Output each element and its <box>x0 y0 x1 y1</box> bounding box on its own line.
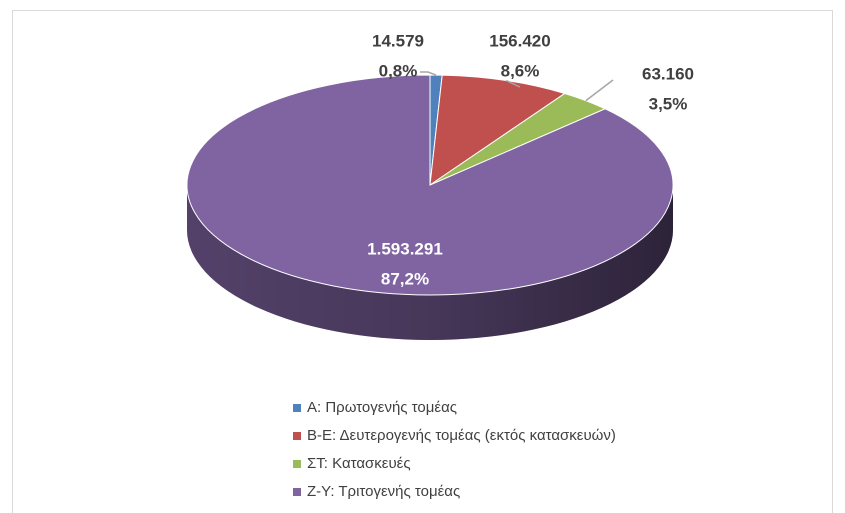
value-label: 63.160 <box>642 64 694 83</box>
percentage-label: 8,6% <box>501 61 540 80</box>
percentage-label: 87,2% <box>381 269 429 288</box>
leader-line <box>420 71 437 76</box>
leader-line <box>585 79 614 102</box>
legend-swatch <box>293 460 301 468</box>
legend-swatch <box>293 488 301 496</box>
legend-label: Α: Πρωτογενής τομέας <box>307 399 457 416</box>
value-label: 1.593.291 <box>367 239 443 258</box>
pie-slice <box>186 74 674 296</box>
value-label: 156.420 <box>489 31 550 50</box>
percentage-label: 3,5% <box>649 94 688 113</box>
value-label: 14.579 <box>372 31 424 50</box>
legend-swatch <box>293 404 301 412</box>
leader-line <box>505 79 521 88</box>
legend-label: Β-Ε: Δευτερογενής τομέας (εκτός κατασκευ… <box>307 427 616 444</box>
pie-side-shade <box>187 185 673 340</box>
legend-label: ΣΤ: Κατασκευές <box>307 455 411 472</box>
legend-label: Ζ-Υ: Τριτογενής τομέας <box>307 483 460 500</box>
percentage-label: 0,8% <box>379 61 418 80</box>
pie-slice <box>429 74 566 187</box>
legend-swatch <box>293 432 301 440</box>
